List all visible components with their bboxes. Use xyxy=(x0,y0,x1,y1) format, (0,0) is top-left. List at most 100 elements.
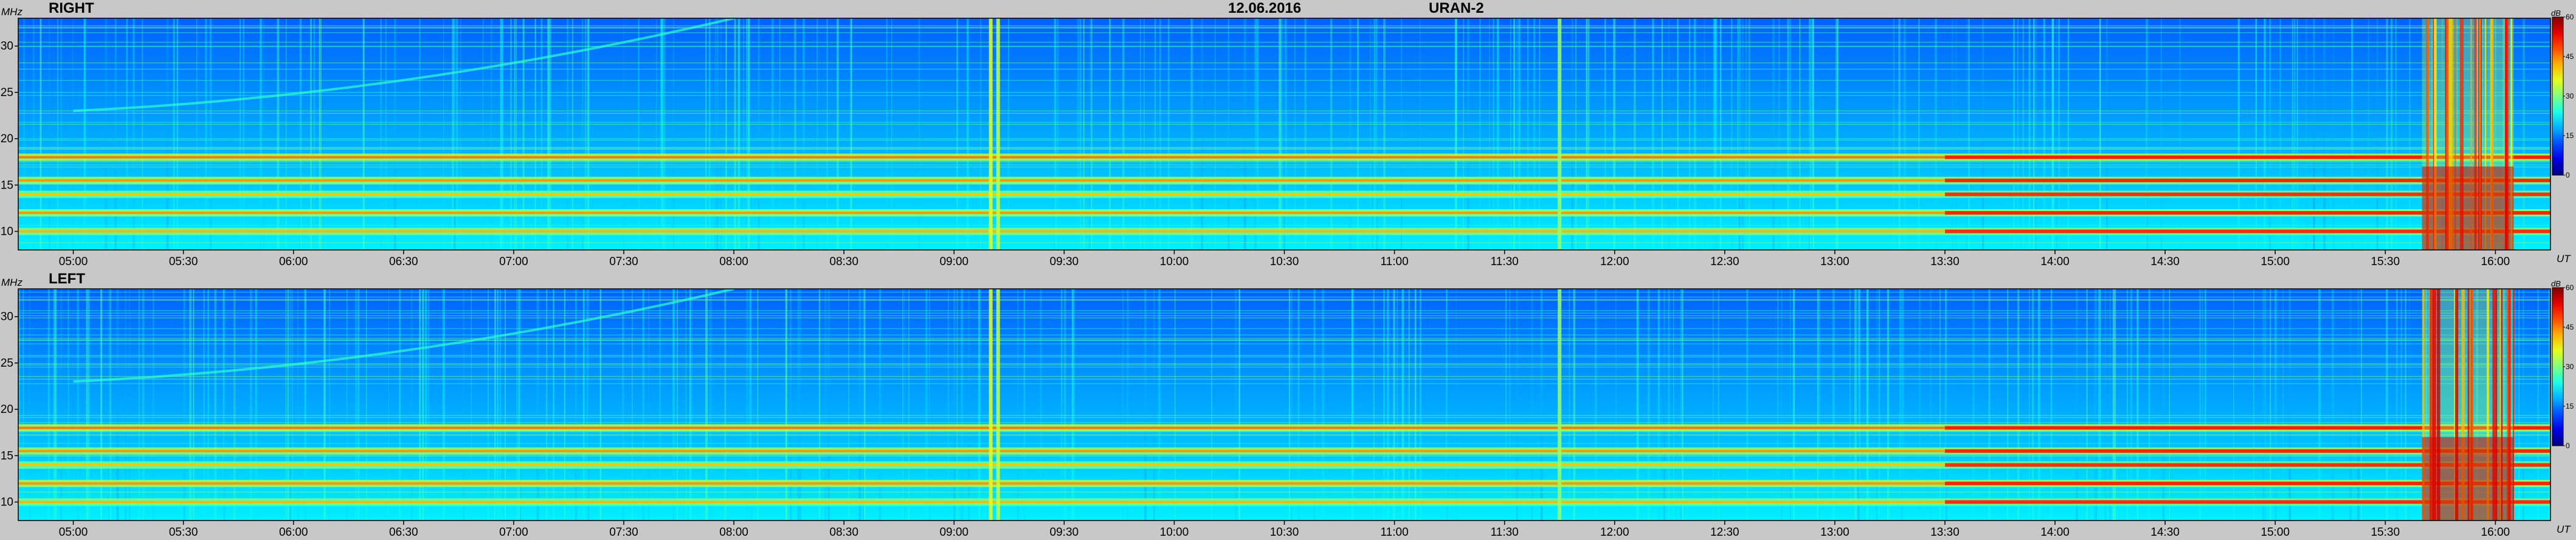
interference-streak xyxy=(77,289,79,521)
burst-storm-streak xyxy=(2507,289,2510,521)
interference-streak xyxy=(2201,289,2203,521)
interference-streak xyxy=(546,289,548,521)
horizontal-band-core xyxy=(18,449,2550,452)
interference-streak xyxy=(850,18,852,250)
x-axis-unit-left: UT xyxy=(2557,524,2571,535)
interference-streak xyxy=(1704,18,1705,250)
interference-streak xyxy=(1387,289,1389,521)
interference-streak xyxy=(2400,289,2402,521)
narrowband-line xyxy=(18,138,2550,140)
interference-streak xyxy=(599,289,602,521)
interference-streak xyxy=(2169,289,2170,521)
interference-streak xyxy=(1060,289,1063,521)
interference-streak xyxy=(1144,289,1147,521)
interference-streak xyxy=(1748,18,1750,250)
interference-streak xyxy=(1513,18,1515,250)
interference-streak xyxy=(129,289,130,521)
interference-streak xyxy=(1063,289,1066,521)
interference-streak xyxy=(142,289,145,521)
interference-streak xyxy=(1832,289,1835,521)
interference-streak xyxy=(1939,289,1941,521)
x-tick-label: 09:30 xyxy=(1050,255,1079,268)
interference-streak xyxy=(1401,18,1402,250)
narrowband-line xyxy=(18,46,2550,47)
interference-streak xyxy=(1373,18,1375,250)
interference-streak xyxy=(72,18,74,250)
interference-streak xyxy=(494,289,496,521)
interference-streak xyxy=(126,18,128,250)
narrowband-line xyxy=(18,435,2550,436)
interference-streak xyxy=(125,289,126,521)
narrowband-line xyxy=(18,366,2550,368)
interference-streak xyxy=(357,289,360,521)
interference-streak xyxy=(399,289,401,521)
burst-storm-streak xyxy=(2448,18,2453,250)
interference-streak xyxy=(108,289,110,521)
interference-streak xyxy=(2051,18,2054,250)
x-tick-label: 08:30 xyxy=(829,526,858,539)
narrowband-line xyxy=(18,491,2550,493)
interference-streak xyxy=(29,289,30,521)
interference-streak xyxy=(1988,289,1991,521)
interference-streak xyxy=(785,289,787,521)
interference-streak xyxy=(1742,18,1744,250)
interference-streak xyxy=(1489,18,1490,250)
interference-streak xyxy=(1855,289,1857,521)
interference-streak xyxy=(2361,289,2362,521)
interference-streak xyxy=(2136,289,2139,521)
interference-streak xyxy=(1071,289,1073,521)
interference-streak xyxy=(672,289,674,521)
spectrogram-right: 10 15 20 25 30 05:00 05:30 06:00 06:30 07:00 07:30… xyxy=(1,13,2574,268)
interference-streak xyxy=(1420,289,1421,521)
interference-streak xyxy=(779,18,781,250)
colorbar-right xyxy=(2552,16,2564,176)
interference-streak xyxy=(1893,18,1894,250)
interference-streak xyxy=(978,289,981,521)
interference-streak xyxy=(2377,18,2378,250)
interference-streak xyxy=(1349,18,1352,250)
interference-streak xyxy=(1539,18,1540,250)
spectrogram-left: 10 15 20 25 30 05:00 05:30 06:00 06:30 07:00 07:30… xyxy=(1,283,2574,539)
narrowband-line xyxy=(18,95,2550,96)
interference-streak xyxy=(2456,18,2458,250)
interference-streak xyxy=(2313,18,2315,250)
interference-streak xyxy=(2056,18,2057,250)
interference-streak xyxy=(2428,289,2430,521)
interference-streak xyxy=(1153,289,1155,521)
interference-streak xyxy=(520,289,522,521)
interference-streak xyxy=(2013,18,2015,250)
narrowband-line xyxy=(18,92,2550,93)
interference-streak xyxy=(1228,18,1229,250)
interference-streak xyxy=(499,289,502,521)
horizontal-band-enhanced xyxy=(1945,463,2550,467)
interference-streak xyxy=(18,289,21,521)
interference-streak xyxy=(2313,18,2315,250)
interference-streak xyxy=(491,18,492,250)
interference-streak xyxy=(1122,289,1124,521)
narrowband-line xyxy=(18,291,2550,293)
colorbar-tick-label: 0 xyxy=(2566,171,2570,179)
interference-streak xyxy=(622,289,624,521)
interference-streak xyxy=(1072,289,1075,521)
observation-date: 12.06.2016 xyxy=(1228,0,1302,16)
narrowband-line xyxy=(18,25,2550,27)
burst-storm-streak xyxy=(2461,289,2465,521)
interference-streak xyxy=(714,18,716,250)
vertical-burst xyxy=(989,18,993,250)
vertical-burst xyxy=(996,289,1000,521)
interference-streak xyxy=(1280,18,1283,250)
interference-streak xyxy=(1479,18,1481,250)
interference-streak xyxy=(661,18,664,250)
interference-streak xyxy=(2262,289,2264,521)
interference-streak xyxy=(1397,289,1398,521)
interference-streak xyxy=(1967,18,1970,250)
interference-streak xyxy=(1746,289,1749,521)
interference-streak xyxy=(1353,289,1355,521)
interference-streak xyxy=(638,18,640,250)
interference-streak xyxy=(1634,18,1636,250)
interference-streak xyxy=(1903,18,1906,250)
interference-streak xyxy=(2476,18,2479,250)
x-tick-label: 09:30 xyxy=(1050,526,1079,539)
interference-streak xyxy=(23,18,25,250)
interference-streak xyxy=(2161,18,2162,250)
